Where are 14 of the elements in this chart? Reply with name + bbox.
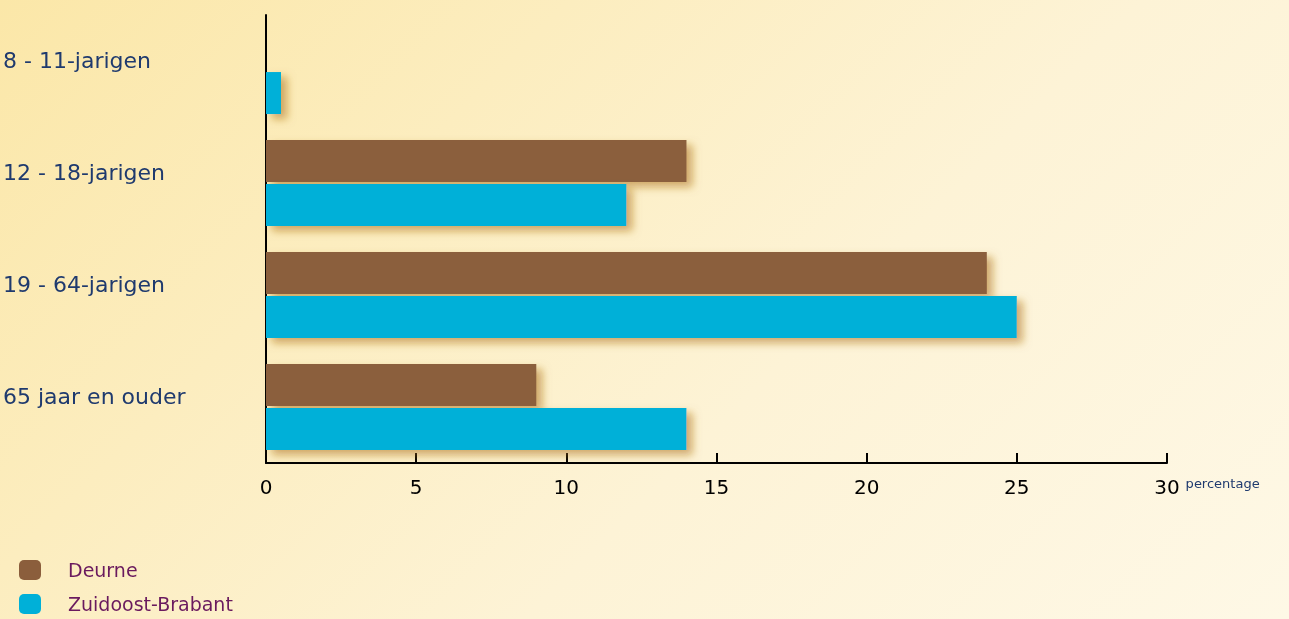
x-tick-label: 0	[259, 475, 273, 499]
y-tick-label: 65 jaar en ouder	[3, 383, 187, 409]
x-tick-label: 20	[853, 475, 880, 499]
y-tick-label: 19 - 64-jarigen	[3, 271, 166, 297]
x-axis-title: percentage	[1185, 476, 1260, 491]
y-tick-label: 8 - 11-jarigen	[3, 47, 152, 73]
legend-label: Deurne	[68, 559, 138, 581]
x-tick-label: 5	[409, 475, 423, 499]
x-tick-label: 10	[553, 475, 580, 499]
legend-label: Zuidoost-Brabant	[68, 593, 233, 615]
x-tick-label: 25	[1004, 475, 1030, 499]
y-tick-label: 12 - 18-jarigen	[3, 159, 166, 185]
x-tick-label: 15	[703, 475, 730, 499]
x-tick-label: 30	[1154, 475, 1180, 499]
